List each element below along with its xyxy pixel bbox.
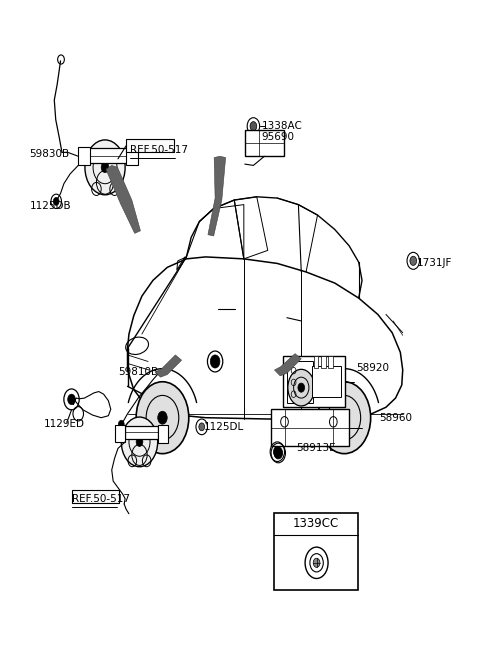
Circle shape <box>274 447 283 459</box>
Text: 1125DB: 1125DB <box>29 201 71 211</box>
Circle shape <box>85 140 125 195</box>
Circle shape <box>68 394 75 405</box>
Circle shape <box>210 355 220 368</box>
Text: 59830B: 59830B <box>29 149 70 159</box>
Polygon shape <box>106 166 141 233</box>
Text: 1129ED: 1129ED <box>44 419 85 429</box>
Bar <box>157 425 168 443</box>
Bar <box>275 513 358 590</box>
Circle shape <box>199 423 204 431</box>
Bar <box>283 356 345 407</box>
Circle shape <box>136 382 189 454</box>
Circle shape <box>410 256 417 265</box>
Circle shape <box>136 438 143 447</box>
Circle shape <box>53 197 59 205</box>
Text: REF.50-517: REF.50-517 <box>130 145 188 155</box>
Text: 1731JF: 1731JF <box>417 259 453 269</box>
Bar <box>78 147 90 166</box>
Circle shape <box>339 411 349 424</box>
Text: 58913E: 58913E <box>297 443 336 453</box>
Bar <box>125 426 157 439</box>
Circle shape <box>298 383 305 392</box>
Bar <box>245 130 284 157</box>
Bar <box>115 425 125 442</box>
Circle shape <box>313 558 320 567</box>
Text: 1338AC: 1338AC <box>262 121 302 131</box>
Circle shape <box>121 417 157 467</box>
Text: 1125DL: 1125DL <box>204 422 244 432</box>
Circle shape <box>288 369 315 406</box>
Bar <box>126 149 138 166</box>
Bar <box>314 356 319 368</box>
Text: 58960: 58960 <box>379 413 412 422</box>
Circle shape <box>101 162 109 173</box>
Bar <box>89 149 127 163</box>
Bar <box>328 356 333 368</box>
Polygon shape <box>275 354 301 376</box>
Text: 59810B: 59810B <box>118 367 158 377</box>
Circle shape <box>158 411 167 424</box>
Circle shape <box>250 122 257 131</box>
Text: 1339CC: 1339CC <box>293 517 339 531</box>
Bar <box>321 356 325 368</box>
Text: REF.50-517: REF.50-517 <box>72 495 130 504</box>
Circle shape <box>119 421 124 428</box>
Bar <box>271 409 348 447</box>
Circle shape <box>318 382 371 454</box>
Bar <box>72 489 120 502</box>
Ellipse shape <box>126 337 148 354</box>
Bar <box>312 366 341 398</box>
Polygon shape <box>208 157 226 236</box>
Circle shape <box>274 447 281 457</box>
Text: 58920: 58920 <box>356 363 389 373</box>
Polygon shape <box>155 355 181 377</box>
Text: 95690: 95690 <box>262 132 295 141</box>
Bar <box>287 361 313 403</box>
Bar <box>126 140 174 153</box>
